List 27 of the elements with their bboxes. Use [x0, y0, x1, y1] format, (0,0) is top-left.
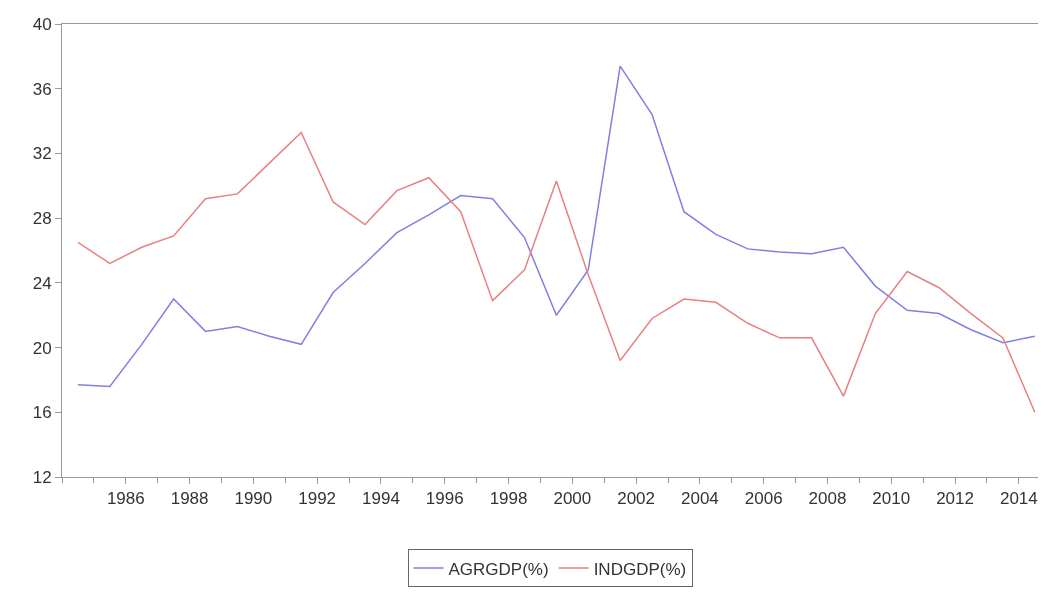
y-tick-label: 20 — [32, 338, 52, 358]
y-tick-label: 40 — [32, 14, 52, 34]
line-series — [77, 131, 1036, 414]
legend-label: AGRGDP(%) — [448, 559, 549, 579]
x-tick-label: 1986 — [106, 489, 145, 509]
x-tick-label: 1988 — [170, 489, 209, 509]
y-tick-label: 36 — [32, 79, 52, 99]
legend-label: INDGDP(%) — [593, 559, 687, 579]
x-tick-label: 1990 — [234, 489, 273, 509]
x-tick-label: 2014 — [999, 489, 1038, 509]
x-tick-label: 1998 — [489, 489, 528, 509]
x-tick-label: 2002 — [617, 489, 656, 509]
x-tick-label: 2004 — [681, 489, 719, 509]
x-tick-label: 2008 — [808, 489, 847, 509]
x-tick-label: 1992 — [298, 489, 337, 509]
y-tick-label: 12 — [32, 467, 52, 487]
x-tick-label: 2010 — [872, 489, 911, 509]
y-tick-label: 32 — [32, 144, 52, 164]
x-tick-label: 2012 — [936, 489, 974, 509]
x-tick-label: 1994 — [362, 489, 400, 509]
y-tick-label: 28 — [32, 209, 52, 229]
y-tick-label: 16 — [32, 403, 52, 423]
x-tick-label: 2000 — [553, 489, 592, 509]
y-tick-label: 24 — [32, 273, 52, 293]
x-tick-label: 1996 — [425, 489, 464, 509]
line-series — [77, 65, 1036, 388]
x-tick-label: 2006 — [744, 489, 783, 509]
